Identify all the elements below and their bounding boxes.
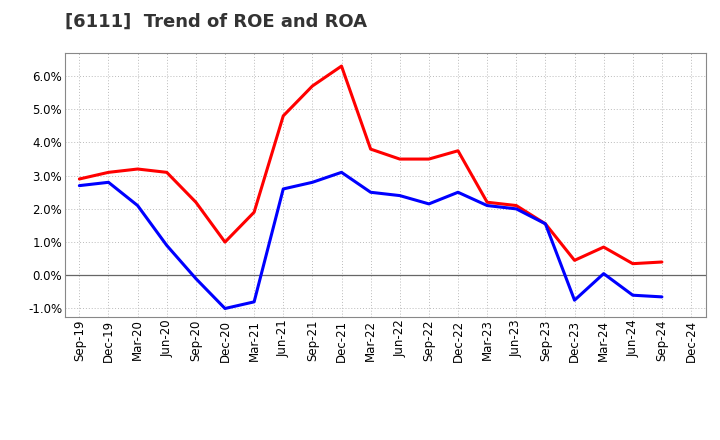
ROA: [75, 183, 84, 188]
ROE: [395, 157, 404, 162]
ROE: [75, 176, 84, 182]
ROE: [163, 170, 171, 175]
ROA: [104, 180, 113, 185]
ROE: [541, 221, 550, 227]
ROA: [599, 271, 608, 276]
ROE: [337, 63, 346, 69]
ROA: [657, 294, 666, 300]
ROE: [220, 239, 229, 245]
ROE: [629, 261, 637, 266]
ROA: [366, 190, 375, 195]
ROE: [104, 170, 113, 175]
ROA: [192, 276, 200, 281]
ROA: [425, 201, 433, 206]
ROA: [629, 293, 637, 298]
ROE: [657, 259, 666, 264]
ROA: [133, 203, 142, 208]
ROA: [163, 243, 171, 248]
ROE: [425, 157, 433, 162]
ROE: [599, 245, 608, 250]
ROA: [454, 190, 462, 195]
ROE: [279, 113, 287, 118]
ROE: [133, 166, 142, 172]
Line: ROE: ROE: [79, 66, 662, 264]
ROA: [220, 306, 229, 311]
ROE: [192, 200, 200, 205]
Line: ROA: ROA: [79, 172, 662, 308]
ROE: [308, 83, 317, 88]
ROE: [250, 209, 258, 215]
ROA: [279, 186, 287, 191]
ROA: [541, 221, 550, 227]
ROA: [250, 299, 258, 304]
ROE: [570, 258, 579, 263]
ROA: [337, 170, 346, 175]
ROA: [308, 180, 317, 185]
ROA: [395, 193, 404, 198]
ROE: [454, 148, 462, 154]
ROA: [512, 206, 521, 212]
ROA: [483, 203, 492, 208]
ROA: [570, 297, 579, 303]
ROE: [512, 203, 521, 208]
Text: [6111]  Trend of ROE and ROA: [6111] Trend of ROE and ROA: [65, 13, 366, 31]
ROE: [483, 200, 492, 205]
ROE: [366, 147, 375, 152]
